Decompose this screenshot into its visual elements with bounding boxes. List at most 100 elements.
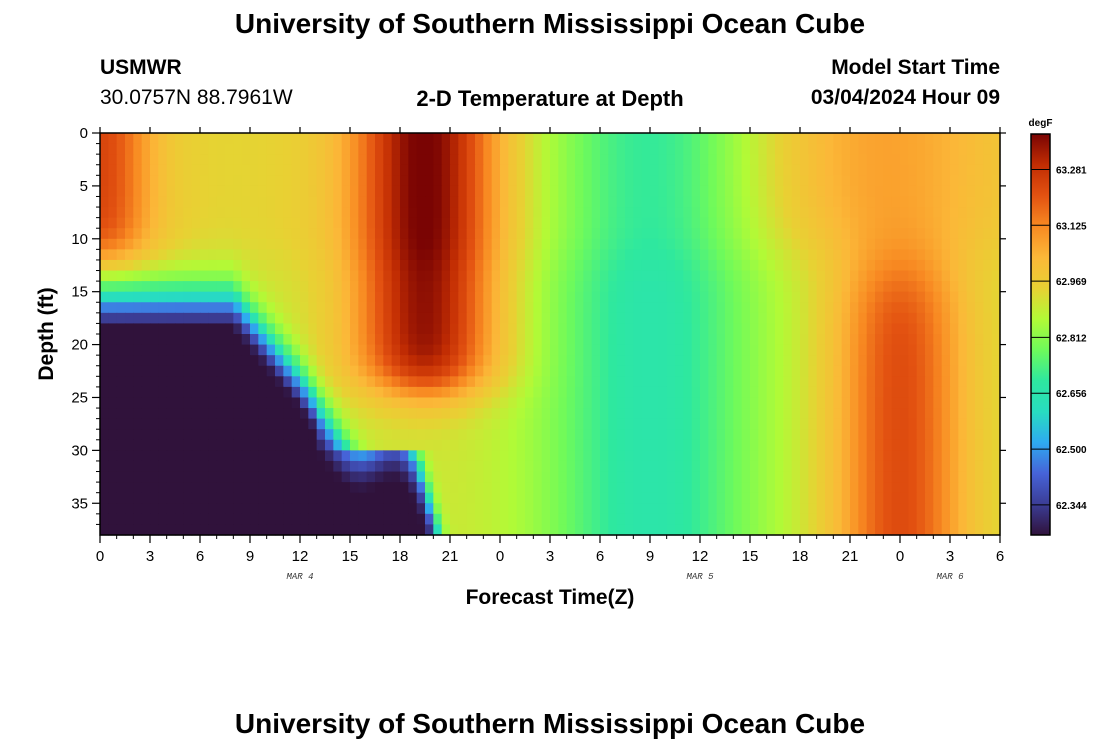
heatmap-cell — [575, 376, 584, 388]
heatmap-cell — [525, 524, 534, 536]
heatmap-cell — [300, 524, 309, 536]
heatmap-cell — [225, 249, 234, 261]
heatmap-cell — [850, 302, 859, 314]
heatmap-cell — [758, 439, 768, 451]
heatmap-cell — [183, 344, 193, 356]
heatmap-cell — [125, 228, 134, 240]
heatmap-cell — [300, 143, 309, 155]
heatmap-cell — [758, 460, 768, 473]
heatmap-cell — [233, 312, 243, 325]
heatmap-cell — [891, 513, 901, 526]
heatmap-cell — [775, 524, 784, 536]
heatmap-cell — [375, 281, 384, 293]
heatmap-cell — [400, 492, 409, 504]
heatmap-cell — [916, 143, 926, 155]
heatmap-cell — [741, 281, 751, 293]
heatmap-cell — [141, 238, 151, 250]
heatmap-cell — [816, 133, 826, 145]
heatmap-cell — [991, 344, 1001, 356]
heatmap-cell — [516, 196, 526, 208]
heatmap-cell — [583, 365, 593, 377]
x-tick-label: 3 — [946, 548, 954, 565]
heatmap-cell — [433, 355, 443, 367]
heatmap-cell — [950, 344, 959, 356]
heatmap-cell — [666, 397, 676, 409]
heatmap-cell — [433, 323, 443, 335]
heatmap-cell — [766, 291, 776, 303]
heatmap-cell — [391, 207, 401, 219]
heatmap-cell — [941, 355, 951, 367]
heatmap-cell — [341, 312, 351, 325]
heatmap-cell — [291, 249, 301, 261]
heatmap-cell — [858, 228, 868, 240]
heatmap-cell — [691, 524, 701, 536]
heatmap-cell — [283, 492, 293, 504]
heatmap-cell — [216, 323, 226, 335]
heatmap-cell — [908, 460, 918, 473]
heatmap-cell — [208, 503, 218, 515]
heatmap-cell — [166, 408, 176, 420]
heatmap-cell — [116, 217, 126, 229]
heatmap-cell — [641, 312, 651, 325]
heatmap-cell — [833, 175, 843, 187]
heatmap-cell — [658, 408, 668, 420]
heatmap-cell — [425, 355, 434, 367]
heatmap-cell — [158, 344, 168, 356]
heatmap-cell — [875, 471, 884, 483]
heatmap-cell — [475, 323, 484, 335]
heatmap-cell — [841, 185, 851, 198]
heatmap-cell — [466, 291, 476, 303]
heatmap-cell — [916, 270, 926, 282]
heatmap-cell — [616, 238, 626, 250]
heatmap-cell — [666, 482, 676, 494]
heatmap-cell — [983, 334, 993, 346]
heatmap-cell — [516, 291, 526, 303]
heatmap-cell — [333, 228, 343, 240]
heatmap-cell — [733, 228, 743, 240]
heatmap-cell — [483, 439, 493, 451]
heatmap-cell — [633, 154, 643, 166]
heatmap-cell — [525, 439, 534, 451]
heatmap-cell — [200, 429, 209, 441]
heatmap-cell — [283, 386, 293, 399]
heatmap-cell — [425, 143, 434, 155]
heatmap-cell — [666, 355, 676, 367]
heatmap-cell — [766, 376, 776, 388]
heatmap-cell — [241, 143, 251, 155]
heatmap-cell — [158, 450, 168, 462]
heatmap-cell — [250, 196, 259, 208]
heatmap-cell — [650, 450, 659, 462]
heatmap-cell — [550, 175, 559, 187]
heatmap-cell — [366, 217, 376, 229]
heatmap-cell — [541, 334, 551, 346]
heatmap-cell — [416, 302, 426, 314]
heatmap-cell — [625, 281, 634, 293]
heatmap-cell — [116, 471, 126, 483]
heatmap-cell — [883, 185, 893, 198]
heatmap-cell — [783, 450, 793, 462]
heatmap-cell — [858, 143, 868, 155]
heatmap-cell — [808, 196, 818, 208]
heatmap-cell — [416, 249, 426, 261]
heatmap-cell — [791, 397, 801, 409]
heatmap-cell — [658, 376, 668, 388]
heatmap-cell — [200, 302, 209, 314]
heatmap-cell — [233, 164, 243, 176]
heatmap-cell — [458, 408, 468, 420]
heatmap-cell — [458, 460, 468, 473]
heatmap-cell — [450, 207, 459, 219]
heatmap-cell — [741, 471, 751, 483]
heatmap-cell — [458, 312, 468, 325]
heatmap-cell — [891, 429, 901, 441]
heatmap-cell — [783, 418, 793, 430]
heatmap-cell — [733, 450, 743, 462]
heatmap-cell — [900, 524, 909, 536]
heatmap-cell — [900, 429, 909, 441]
heatmap-cell — [350, 450, 359, 462]
heatmap-cell — [508, 259, 518, 272]
heatmap-cell — [450, 355, 459, 367]
heatmap-cell — [200, 291, 209, 303]
heatmap-cell — [208, 513, 218, 526]
heatmap-cell — [308, 196, 318, 208]
heatmap-cell — [400, 185, 409, 198]
